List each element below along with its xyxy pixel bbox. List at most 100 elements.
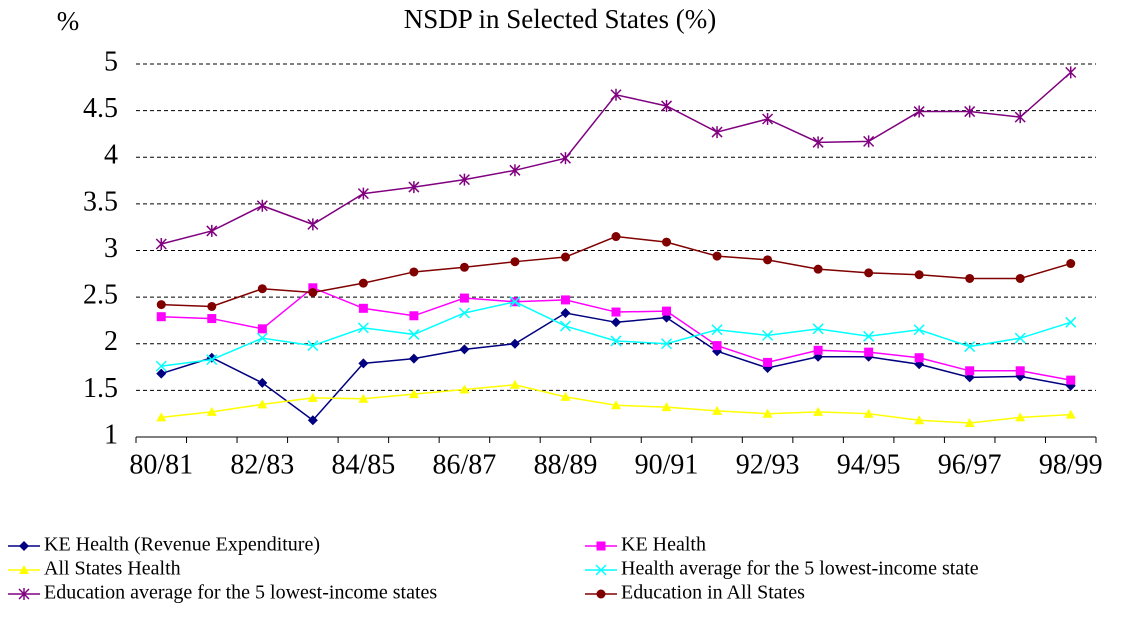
marker	[762, 113, 774, 126]
legend-label: KE Health (Revenue Expenditure)	[44, 534, 320, 556]
y-axis-label: %	[57, 6, 80, 36]
marker	[863, 408, 874, 418]
marker	[307, 392, 318, 402]
marker	[763, 255, 773, 265]
marker	[863, 135, 875, 148]
marker	[256, 199, 268, 212]
marker	[864, 268, 874, 278]
marker	[459, 344, 470, 355]
marker	[156, 412, 167, 422]
legend-label: Health average for the 5 lowest-income s…	[621, 558, 979, 580]
marker	[762, 408, 773, 418]
marker	[308, 283, 318, 293]
marker	[256, 332, 268, 344]
marker	[662, 237, 672, 247]
marker	[1065, 409, 1076, 419]
series-line	[161, 286, 1071, 381]
marker	[509, 164, 521, 177]
marker	[509, 338, 520, 349]
marker	[560, 295, 570, 305]
legend-marker	[596, 541, 606, 551]
legend-marker	[19, 565, 29, 574]
marker	[560, 307, 571, 318]
marker	[206, 224, 218, 237]
marker	[308, 287, 318, 297]
marker	[408, 389, 419, 399]
x-tick-label: 92/93	[736, 449, 800, 480]
marker	[813, 406, 824, 416]
marker	[914, 415, 925, 425]
marker	[459, 384, 470, 394]
marker	[611, 317, 621, 328]
marker	[813, 345, 823, 355]
x-tick-label: 88/89	[534, 449, 598, 480]
marker	[155, 237, 167, 250]
y-tick-label: 2	[104, 326, 118, 357]
y-tick-label: 4	[104, 140, 118, 171]
marker	[156, 368, 167, 379]
x-tick-label: 96/97	[938, 449, 1002, 480]
marker	[1066, 259, 1076, 269]
marker	[1014, 111, 1026, 124]
legend-label: All States Health	[44, 558, 181, 580]
marker	[1066, 375, 1076, 385]
marker	[1015, 273, 1025, 283]
marker	[307, 218, 319, 231]
marker	[712, 251, 722, 261]
marker	[358, 358, 369, 369]
marker	[206, 406, 217, 416]
marker	[357, 187, 369, 200]
y-tick-label: 4.5	[83, 93, 118, 124]
legend-marker	[596, 589, 606, 599]
marker	[560, 252, 570, 262]
marker	[1015, 412, 1026, 422]
marker	[458, 173, 470, 186]
marker	[459, 293, 469, 303]
marker	[257, 284, 267, 294]
marker	[864, 347, 874, 357]
marker	[509, 296, 521, 308]
x-tick-label: 98/99	[1039, 449, 1103, 480]
marker	[964, 341, 976, 353]
marker	[812, 323, 824, 335]
marker	[611, 400, 621, 410]
marker	[661, 402, 672, 412]
marker	[560, 391, 571, 401]
legend-marker	[18, 588, 30, 600]
marker	[660, 338, 673, 350]
legend-label: Education in All States	[621, 582, 805, 604]
marker	[257, 324, 267, 334]
chart-title: NSDP in Selected States (%)	[404, 4, 716, 34]
marker	[357, 322, 369, 334]
marker	[459, 262, 469, 272]
legend-label: Education average for the 5 lowest-incom…	[44, 582, 437, 604]
marker	[913, 105, 925, 118]
marker	[964, 418, 975, 428]
marker	[1014, 332, 1026, 344]
marker	[610, 335, 622, 347]
marker	[712, 341, 722, 351]
legend-label: KE Health	[621, 534, 706, 556]
marker	[711, 126, 723, 139]
marker	[408, 328, 420, 340]
marker	[257, 377, 268, 388]
marker	[964, 105, 976, 118]
y-tick-label: 2.5	[83, 280, 118, 311]
legend-marker	[595, 564, 607, 576]
marker	[611, 232, 621, 242]
marker	[207, 314, 217, 324]
y-tick-label: 1	[104, 419, 118, 450]
x-tick-label: 84/85	[331, 449, 395, 480]
x-tick-label: 82/83	[230, 449, 294, 480]
x-tick-label: 80/81	[129, 449, 193, 480]
marker	[711, 324, 723, 336]
marker	[762, 329, 774, 341]
marker	[913, 324, 925, 336]
marker	[611, 307, 621, 317]
marker	[610, 88, 622, 101]
x-tick-label: 86/87	[433, 449, 497, 480]
series-line	[161, 235, 1071, 308]
marker	[662, 306, 672, 316]
marker	[559, 152, 572, 165]
